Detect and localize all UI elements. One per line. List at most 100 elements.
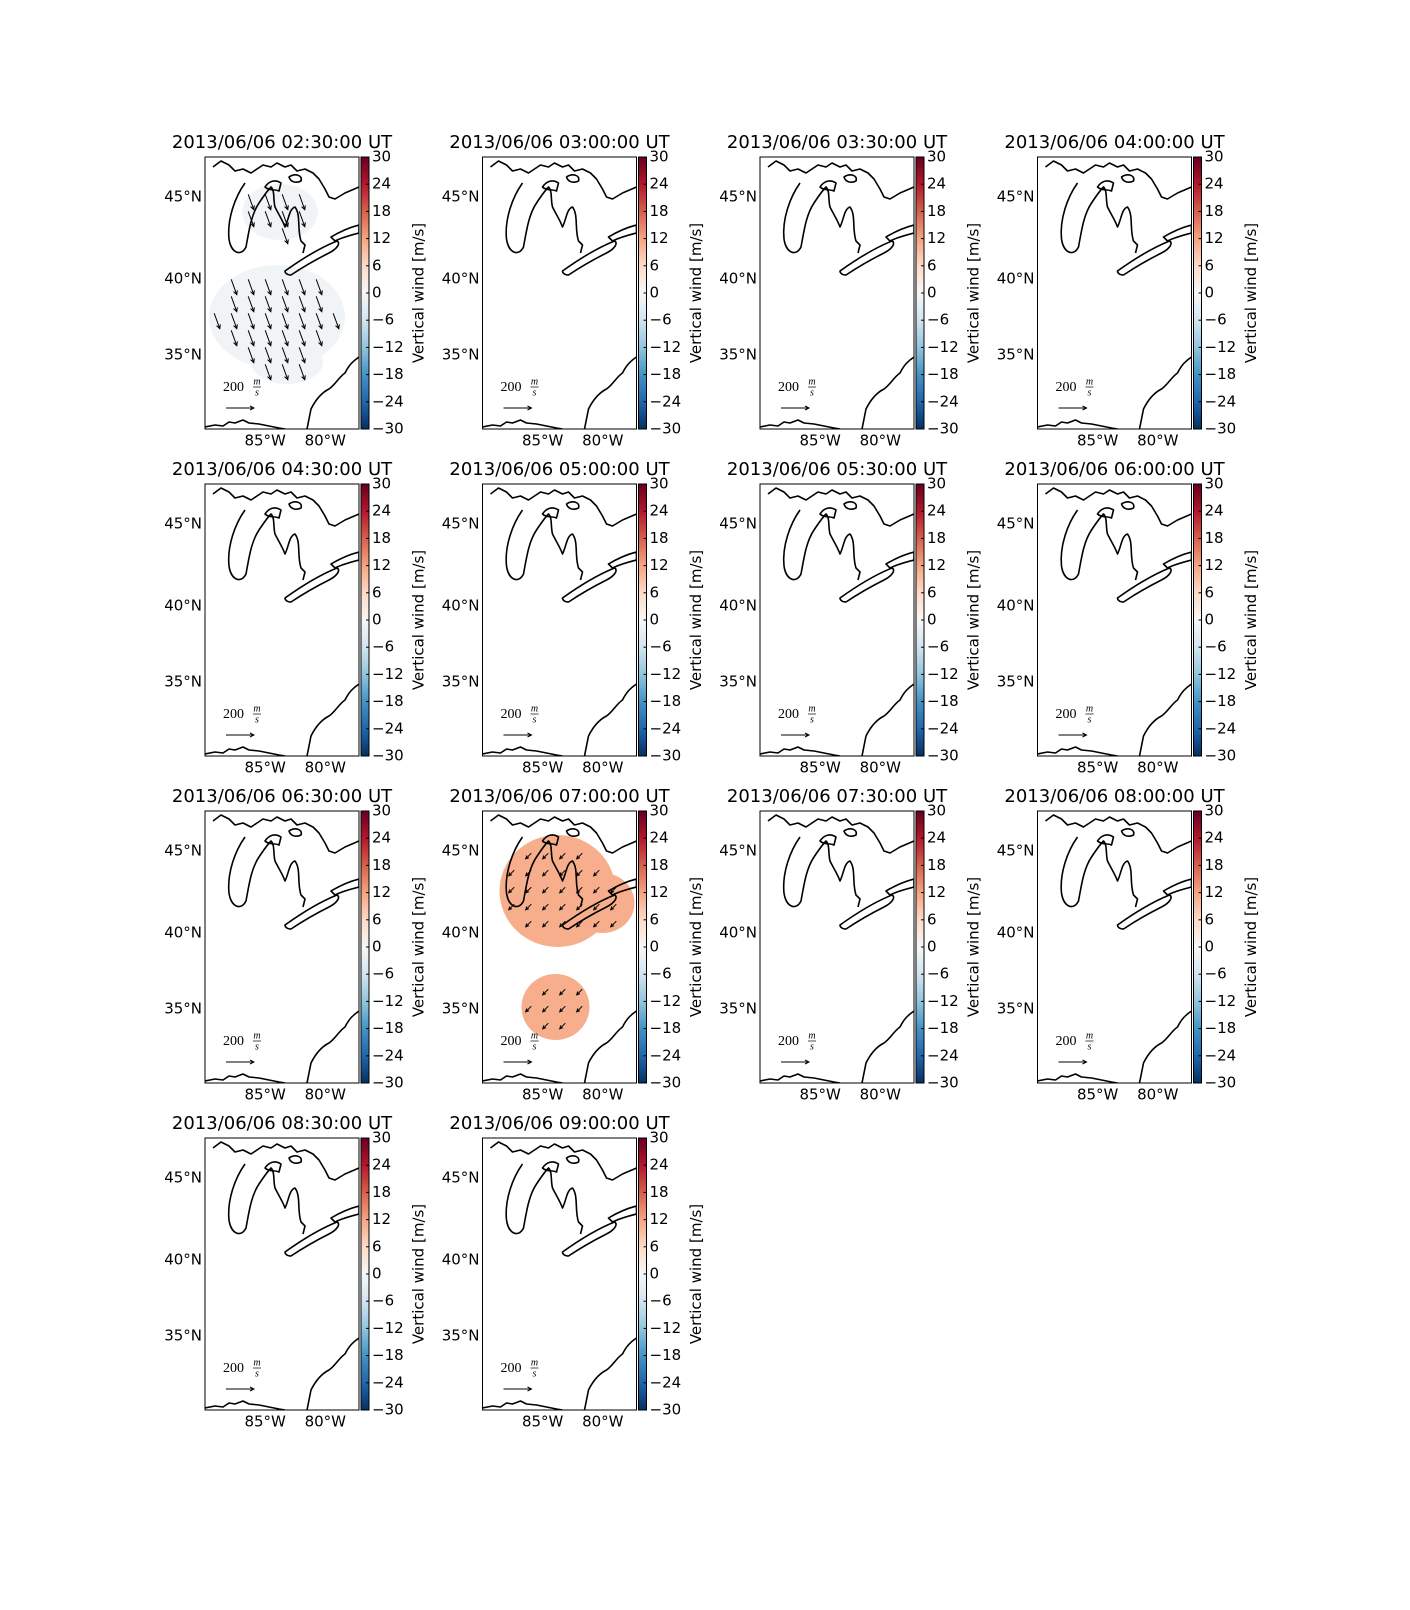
wind-arrow bbox=[592, 869, 600, 877]
colorbar-label: Vertical wind [m/s] bbox=[410, 223, 428, 363]
wind-arrow bbox=[541, 1022, 549, 1030]
colorbar-tick-label: −24 bbox=[927, 392, 959, 410]
colorbar: −30 −24 −18 −12 −6 0 6 12 18 24 30 Vertical wind [m… bbox=[915, 802, 983, 1092]
wind-arrow bbox=[575, 852, 583, 860]
colorbar-tick-label: −6 bbox=[650, 638, 672, 656]
colorbar-tick-label: −6 bbox=[1205, 638, 1227, 656]
lat-tick-label: 45°N bbox=[719, 515, 757, 533]
colorbar-tick-label: −24 bbox=[650, 1046, 682, 1064]
panel-title: 2013/06/06 03:00:00 UT bbox=[449, 132, 670, 153]
wind-arrow bbox=[507, 886, 515, 894]
quiver-key-unit-num: m bbox=[808, 376, 815, 387]
panel-title: 2013/06/06 06:00:00 UT bbox=[1004, 459, 1225, 480]
map-panel: 2013/06/06 05:30:00 UT 45°N 40°N 35°N 85°W 80… bbox=[719, 459, 982, 777]
colorbar-tick-label: 18 bbox=[372, 856, 391, 874]
colorbar-tick-label: 18 bbox=[1205, 856, 1224, 874]
wind-arrow bbox=[281, 279, 289, 296]
colorbar-tick-label: 6 bbox=[372, 583, 382, 601]
map-panel: 2013/06/06 02:30:00 UT 45°N 40°N 35°N 85°W 80… bbox=[164, 132, 427, 450]
colorbar-tick-label: −12 bbox=[372, 338, 404, 356]
wind-arrow bbox=[213, 313, 221, 330]
map-panel: 2013/06/06 08:30:00 UT 45°N 40°N 35°N 85°W 80… bbox=[164, 1113, 427, 1431]
lat-tick-label: 45°N bbox=[164, 1169, 202, 1187]
wind-arrow bbox=[575, 886, 583, 894]
colorbar-tick-label: −6 bbox=[927, 638, 949, 656]
colorbar-tick-label: −6 bbox=[372, 638, 394, 656]
quiver-key-unit-den: s bbox=[533, 1041, 537, 1052]
wind-arrow bbox=[575, 869, 583, 877]
map-frame bbox=[1037, 810, 1192, 1084]
quiver-key-unit-num: m bbox=[1086, 376, 1093, 387]
wind-arrow bbox=[524, 920, 532, 928]
panel-title: 2013/06/06 07:00:00 UT bbox=[449, 786, 670, 807]
quiver-key-value: 200 bbox=[223, 380, 244, 395]
lat-tick-label: 45°N bbox=[997, 515, 1035, 533]
colorbar-tick-label: 6 bbox=[650, 910, 660, 928]
colorbar-tick-label: 18 bbox=[372, 529, 391, 547]
lat-tick-label: 45°N bbox=[719, 188, 757, 206]
lon-tick-label: 85°W bbox=[1077, 432, 1119, 450]
colorbar-tick-label: 24 bbox=[927, 829, 946, 847]
colorbar-tick-label: −6 bbox=[927, 311, 949, 329]
colorbar-tick-label: 12 bbox=[650, 883, 669, 901]
wind-arrow bbox=[315, 330, 323, 347]
quiver-key-unit-den: s bbox=[255, 714, 259, 725]
colorbar-tick-label: −18 bbox=[927, 365, 959, 383]
colorbar-tick-label: 18 bbox=[927, 202, 946, 220]
colorbar-tick-label: −24 bbox=[372, 719, 404, 737]
wind-arrow bbox=[558, 886, 566, 894]
colorbar-tick-label: −12 bbox=[1205, 665, 1237, 683]
colorbar-tick-label: −12 bbox=[650, 992, 682, 1010]
quiver-key-unit-den: s bbox=[533, 387, 537, 398]
wind-arrow bbox=[541, 920, 549, 928]
colorbar-tick-label: 24 bbox=[650, 502, 669, 520]
colorbar-tick-label: −6 bbox=[1205, 965, 1227, 983]
colorbar-tick-label: −24 bbox=[650, 392, 682, 410]
colorbar-tick-label: −18 bbox=[650, 365, 682, 383]
wind-arrow bbox=[264, 347, 272, 364]
colorbar-tick-label: −30 bbox=[927, 420, 959, 438]
quiver-key-value: 200 bbox=[501, 707, 522, 722]
wind-arrow bbox=[558, 920, 566, 928]
lat-tick-label: 45°N bbox=[442, 515, 480, 533]
wind-arrow bbox=[524, 903, 532, 911]
colorbar-tick-label: 18 bbox=[372, 1183, 391, 1201]
panel-title: 2013/06/06 09:00:00 UT bbox=[449, 1113, 670, 1134]
colorbar-tick-label: −6 bbox=[927, 965, 949, 983]
map-panel: 2013/06/06 07:00:00 UT 45°N 40°N 35°N 85°W 80… bbox=[442, 786, 705, 1104]
wind-arrow bbox=[558, 1022, 566, 1030]
quiver-key-unit-den: s bbox=[1088, 387, 1092, 398]
colorbar-tick-label: −12 bbox=[927, 665, 959, 683]
colorbar-tick-label: 24 bbox=[372, 175, 391, 193]
colorbar-tick-label: 30 bbox=[1205, 475, 1224, 493]
colorbar-label: Vertical wind [m/s] bbox=[687, 550, 705, 690]
colorbar: −30 −24 −18 −12 −6 0 6 12 18 24 30 Vertical wind [m… bbox=[360, 148, 428, 438]
colorbar-label: Vertical wind [m/s] bbox=[965, 223, 983, 363]
colorbar-tick-label: 24 bbox=[372, 502, 391, 520]
map-frame bbox=[204, 483, 360, 757]
lat-tick-label: 35°N bbox=[442, 672, 480, 690]
colorbar-tick-label: −6 bbox=[372, 311, 394, 329]
colorbar-tick-label: −24 bbox=[650, 1373, 682, 1391]
map-frame bbox=[204, 156, 360, 430]
quiver-key-value: 200 bbox=[223, 707, 244, 722]
colorbar-tick-label: 24 bbox=[927, 175, 946, 193]
key-arrow bbox=[781, 405, 811, 411]
panel-title: 2013/06/06 04:30:00 UT bbox=[172, 459, 393, 480]
wind-arrow bbox=[264, 364, 272, 381]
colorbar-tick-label: 24 bbox=[1205, 502, 1224, 520]
colorbar-tick-label: 0 bbox=[372, 284, 382, 302]
wind-arrow bbox=[592, 903, 600, 911]
colorbar-tick-label: −12 bbox=[927, 992, 959, 1010]
colorbar-tick-label: 0 bbox=[927, 611, 937, 629]
colorbar-tick-label: 12 bbox=[1205, 229, 1224, 247]
wind-arrow bbox=[575, 903, 583, 911]
colorbar-label: Vertical wind [m/s] bbox=[1242, 877, 1260, 1017]
colorbar-tick-label: 24 bbox=[650, 1156, 669, 1174]
colorbar-tick-label: 30 bbox=[927, 475, 946, 493]
lat-tick-label: 45°N bbox=[719, 842, 757, 860]
colorbar-tick-label: 0 bbox=[372, 611, 382, 629]
colorbar-tick-label: −30 bbox=[372, 747, 404, 765]
quiver-key-unit-num: m bbox=[531, 1030, 538, 1041]
map-panel: 2013/06/06 09:00:00 UT 45°N 40°N 35°N 85°W 80… bbox=[442, 1113, 705, 1431]
